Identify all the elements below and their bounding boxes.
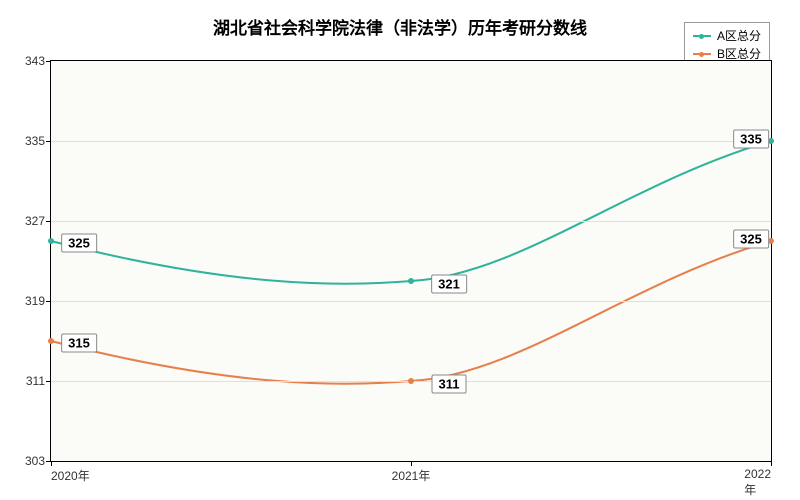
data-label: 325 <box>733 230 769 249</box>
series-line <box>51 141 771 284</box>
data-label: 325 <box>61 234 97 253</box>
data-label: 311 <box>432 375 467 394</box>
y-axis-label: 343 <box>25 54 51 68</box>
data-marker <box>48 338 54 344</box>
gridline <box>51 141 771 142</box>
legend-swatch-a <box>693 35 711 37</box>
series-line <box>51 241 771 384</box>
chart-lines <box>51 61 771 461</box>
data-marker <box>408 278 414 284</box>
y-axis-label: 311 <box>26 374 51 388</box>
y-axis-label: 327 <box>25 214 51 228</box>
data-marker <box>768 238 774 244</box>
x-tick <box>771 461 772 466</box>
data-label: 321 <box>431 275 467 294</box>
chart-title: 湖北省社会科学院法律（非法学）历年考研分数线 <box>0 14 800 39</box>
legend-label-a: A区总分 <box>717 27 761 45</box>
x-axis-label: 2021年 <box>392 461 431 484</box>
data-label: 335 <box>733 130 769 149</box>
data-marker <box>408 378 414 384</box>
legend-item-a: A区总分 <box>693 27 761 45</box>
y-axis-label: 319 <box>25 294 51 308</box>
plot-area: 3033113193273353432020年2021年2022年3253213… <box>50 60 772 462</box>
data-marker <box>768 138 774 144</box>
gridline <box>51 221 771 222</box>
gridline <box>51 301 771 302</box>
y-axis-label: 303 <box>25 454 51 468</box>
x-axis-label: 2022年 <box>744 461 771 498</box>
data-label: 315 <box>61 334 97 353</box>
data-marker <box>48 238 54 244</box>
y-axis-label: 335 <box>25 134 51 148</box>
x-axis-label: 2020年 <box>51 461 90 484</box>
chart-container: 湖北省社会科学院法律（非法学）历年考研分数线 A区总分 B区总分 3033113… <box>0 0 800 500</box>
legend-swatch-b <box>693 53 711 55</box>
